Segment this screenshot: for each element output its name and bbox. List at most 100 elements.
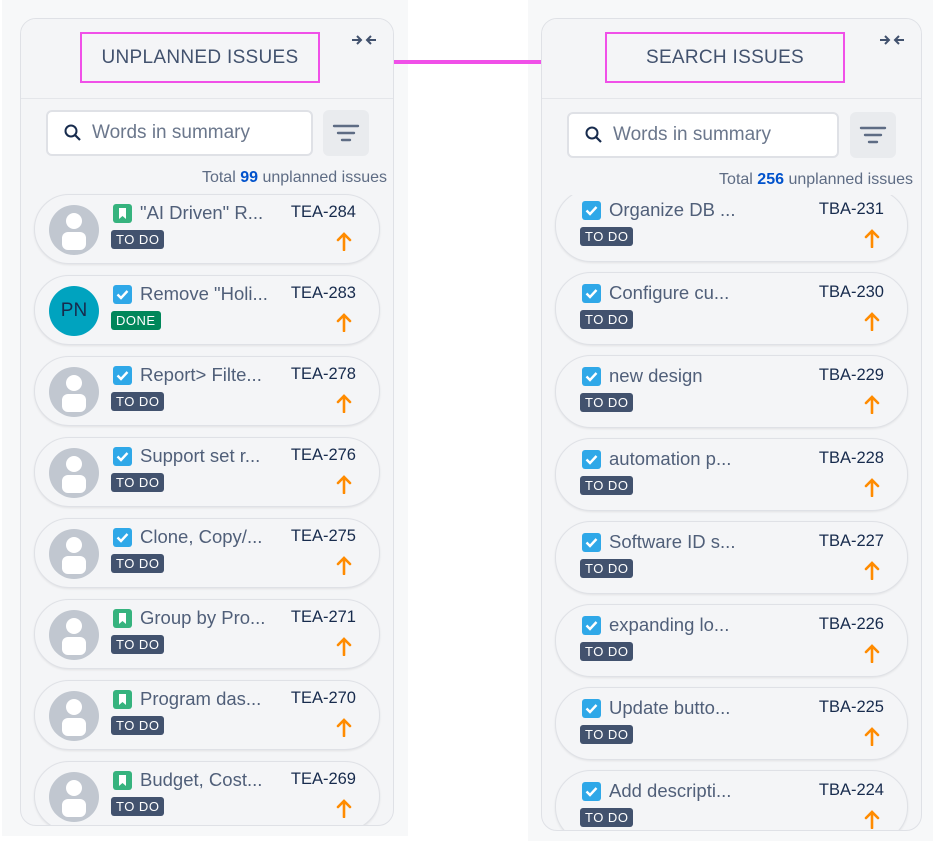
- issue-key: TEA-283: [290, 284, 356, 302]
- issue-card[interactable]: Software ID s... TBA-227 TO DO: [555, 521, 908, 594]
- issue-summary: Organize DB ...: [609, 198, 736, 220]
- issue-card[interactable]: Configure cu... TBA-230 TO DO: [555, 272, 908, 345]
- total-prefix: Total: [201, 169, 236, 186]
- panel-header: SEARCH ISSUES: [542, 19, 921, 99]
- issue-summary: expanding lo...: [609, 613, 730, 635]
- panel-title: SEARCH ISSUES: [605, 32, 845, 83]
- panel-header: UNPLANNED ISSUES: [21, 19, 393, 99]
- search-placeholder: Words in summary: [613, 124, 772, 145]
- avatar: [49, 772, 99, 822]
- avatar: PN: [49, 286, 99, 336]
- priority-icon: [864, 643, 880, 668]
- issue-summary: Group by Pro...: [140, 607, 266, 628]
- collapse-button[interactable]: [879, 33, 905, 52]
- priority-icon: [336, 636, 352, 661]
- status-badge: TO DO: [580, 558, 634, 578]
- search-input[interactable]: Words in summary: [567, 112, 839, 158]
- issue-summary: Clone, Copy/...: [140, 526, 263, 547]
- issue-summary: Report> Filte...: [140, 364, 262, 385]
- issue-card[interactable]: Clone, Copy/... TEA-275 TO DO: [34, 518, 380, 588]
- issue-total: Total 99 unplanned issues: [87, 169, 387, 187]
- search-input[interactable]: Words in summary: [46, 110, 313, 156]
- priority-icon: [336, 555, 352, 580]
- task-icon: [582, 283, 601, 303]
- priority-icon: [864, 726, 880, 751]
- panel-title: UNPLANNED ISSUES: [80, 32, 320, 83]
- search-icon: [585, 126, 603, 144]
- priority-icon: [336, 393, 352, 418]
- status-badge: TO DO: [111, 473, 165, 492]
- issue-list: "AI Driven" R... TEA-284 TO DO PN Remove "Ho…: [21, 186, 393, 825]
- task-icon: [582, 449, 601, 469]
- status-badge: TO DO: [580, 475, 634, 495]
- priority-icon: [864, 477, 880, 502]
- status-badge: TO DO: [580, 392, 634, 412]
- issue-summary: Program das...: [140, 688, 262, 709]
- status-badge: TO DO: [111, 554, 165, 573]
- avatar: [49, 367, 99, 417]
- issue-card[interactable]: new design TBA-229 TO DO: [555, 355, 908, 428]
- total-suffix: unplanned issues: [788, 171, 913, 188]
- task-icon: [582, 366, 601, 386]
- issue-key: TBA-224: [818, 780, 884, 799]
- status-badge: TO DO: [580, 226, 634, 246]
- collapse-button[interactable]: [351, 33, 377, 52]
- task-icon: [582, 200, 601, 220]
- issue-card[interactable]: Budget, Cost... TEA-269 TO DO: [34, 761, 380, 825]
- issue-card[interactable]: expanding lo... TBA-226 TO DO: [555, 604, 908, 677]
- avatar: [49, 529, 99, 579]
- story-icon: [113, 204, 132, 223]
- issue-card[interactable]: automation p... TBA-228 TO DO: [555, 438, 908, 511]
- issue-summary: Software ID s...: [609, 530, 736, 552]
- issue-card[interactable]: Add descripti... TBA-224 TO DO: [555, 770, 908, 830]
- status-badge: TO DO: [111, 392, 165, 411]
- issue-key: TBA-229: [818, 365, 884, 384]
- task-icon: [113, 285, 132, 304]
- avatar: [49, 205, 99, 255]
- priority-icon: [864, 560, 880, 585]
- priority-icon: [336, 798, 352, 823]
- issue-card[interactable]: Program das... TEA-270 TO DO: [34, 680, 380, 750]
- priority-icon: [864, 311, 880, 336]
- issue-key: TBA-230: [818, 282, 884, 301]
- issue-card[interactable]: Group by Pro... TEA-271 TO DO: [34, 599, 380, 669]
- issue-summary: Update butto...: [609, 696, 731, 718]
- issue-card[interactable]: "AI Driven" R... TEA-284 TO DO: [34, 194, 380, 264]
- issue-key: TEA-276: [290, 446, 356, 464]
- task-icon: [582, 781, 601, 801]
- task-icon: [113, 366, 132, 385]
- task-icon: [113, 447, 132, 466]
- total-suffix: unplanned issues: [262, 169, 387, 186]
- avatar: [49, 448, 99, 498]
- issue-summary: Support set r...: [140, 445, 261, 466]
- filter-button[interactable]: [323, 110, 369, 156]
- filter-button[interactable]: [850, 112, 896, 158]
- status-badge: TO DO: [580, 724, 634, 744]
- issue-summary: new design: [609, 364, 703, 386]
- task-icon: [113, 528, 132, 547]
- issue-total: Total 256 unplanned issues: [613, 171, 913, 189]
- issue-summary: Configure cu...: [609, 281, 730, 303]
- story-icon: [113, 609, 132, 628]
- story-icon: [113, 690, 132, 709]
- avatar-initials: PN: [60, 300, 88, 321]
- issue-key: TEA-278: [290, 365, 356, 383]
- issue-summary: Remove "Holi...: [140, 283, 268, 304]
- issue-card[interactable]: Support set r... TEA-276 TO DO: [34, 437, 380, 507]
- issue-key: TBA-228: [818, 448, 884, 467]
- priority-icon: [864, 228, 880, 253]
- issue-key: TBA-227: [818, 531, 884, 550]
- total-count: 99: [240, 169, 258, 186]
- issue-summary: Add descripti...: [609, 779, 732, 801]
- task-icon: [582, 698, 601, 718]
- issue-card[interactable]: Report> Filte... TEA-278 TO DO: [34, 356, 380, 426]
- issue-key: TEA-284: [290, 203, 356, 221]
- priority-icon: [336, 312, 352, 337]
- issue-card[interactable]: PN Remove "Holi... TEA-283 DONE: [34, 275, 380, 345]
- issue-card[interactable]: Update butto... TBA-225 TO DO: [555, 687, 908, 760]
- issue-card[interactable]: Organize DB ... TBA-231 TO DO: [555, 195, 908, 262]
- issue-summary: Budget, Cost...: [140, 769, 263, 790]
- search-placeholder: Words in summary: [92, 122, 251, 143]
- priority-icon: [336, 474, 352, 499]
